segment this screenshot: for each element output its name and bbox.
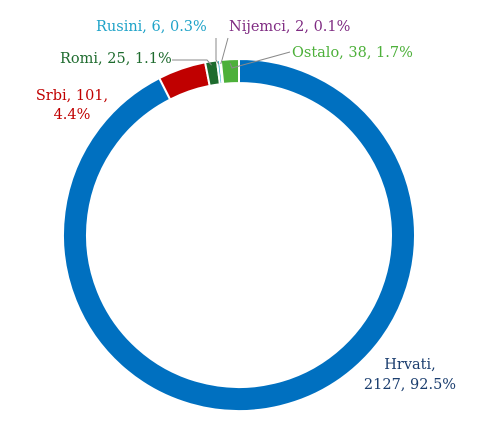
leader-line-ostalo [229,51,291,69]
leader-line-romi [172,59,212,66]
leader-lines [172,37,291,69]
label-ostalo: Ostalo, 38, 1.7% [292,45,413,61]
slice-ostalo [219,57,240,85]
leader-line-nijemci [220,37,229,65]
slice-labels: Hrvati, 2127, 92.5% Srbi, 101, 4.4% Romi, 25… [36,19,456,393]
label-romi: Romi, 25, 1.1% [60,51,172,67]
leader-line-rusini [215,38,220,65]
label-nijemci: Nijemci, 2, 0.1% [229,19,350,35]
label-rusini: Rusini, 6, 0.3% [96,19,207,35]
slice-srbi [157,61,211,101]
label-srbi: Srbi, 101, 4.4% [36,88,108,123]
label-hrvati: Hrvati, 2127, 92.5% [364,357,456,393]
slice-hrvati [62,57,416,412]
donut-slices [62,57,416,412]
